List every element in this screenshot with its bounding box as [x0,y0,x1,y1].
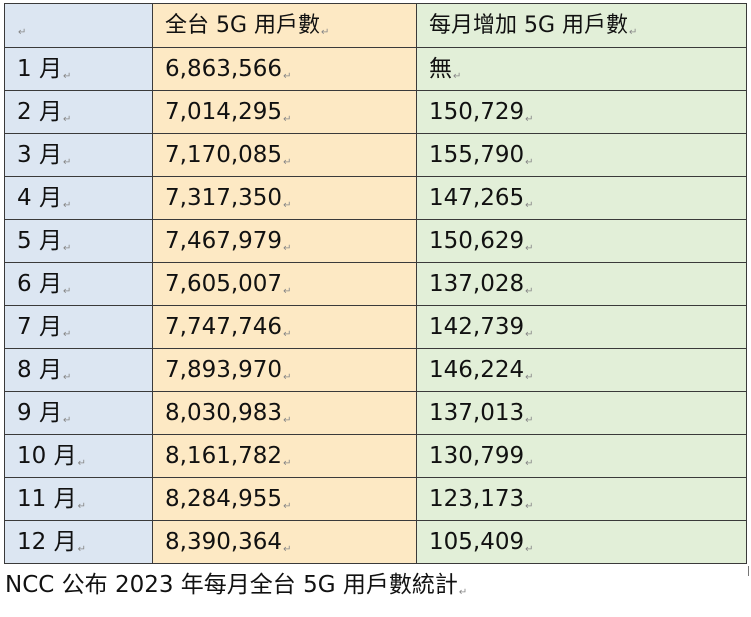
month-cell: 10 月↵ [4,434,153,478]
subscriber-table: ↵ 全台 5G 用戶數↵ 每月增加 5G 用戶數↵ 1 月↵ 6,863,566… [4,3,747,564]
table-row: 6 月↵ 7,605,007↵ 137,028↵ [4,262,747,306]
paragraph-mark-icon: ↵ [283,71,292,82]
increase-cell: 無↵ [416,47,747,91]
total-cell: 7,747,746↵ [152,305,417,349]
month-cell: 7 月↵ [4,305,153,349]
increase-cell: 123,173↵ [416,477,747,521]
paragraph-mark-icon: ↵ [525,329,534,340]
total-cell: 8,284,955↵ [152,477,417,521]
paragraph-mark-icon: ↵ [77,501,86,512]
paragraph-mark-icon: ↵ [18,26,27,38]
paragraph-mark-icon: ↵ [62,372,72,383]
total-cell: 7,014,295↵ [152,90,417,134]
month-cell: 6 月↵ [4,262,153,306]
table-row: 10 月↵ 8,161,782↵ 130,799↵ [4,434,747,478]
increase-cell: 146,224↵ [416,348,747,392]
total-cell: 7,605,007↵ [152,262,417,306]
paragraph-mark-icon: ↵ [283,329,292,340]
table-row: 3 月↵ 7,170,085↵ 155,790↵ [4,133,747,177]
paragraph-mark-icon: ↵ [62,415,72,426]
month-cell: 3 月↵ [4,133,153,177]
paragraph-mark-icon: ↵ [77,544,86,555]
paragraph-mark-icon: ↵ [77,458,86,469]
table-row: 8 月↵ 7,893,970↵ 146,224↵ [4,348,747,392]
increase-cell: 137,013↵ [416,391,747,435]
table-row: 4 月↵ 7,317,350↵ 147,265↵ [4,176,747,220]
table-body: ↵ 全台 5G 用戶數↵ 每月增加 5G 用戶數↵ 1 月↵ 6,863,566… [4,3,747,564]
total-cell: 8,390,364↵ [152,520,417,564]
total-cell: 7,317,350↵ [152,176,417,220]
total-cell: 7,467,979↵ [152,219,417,263]
increase-cell: 150,629↵ [416,219,747,263]
month-cell: 12 月↵ [4,520,153,564]
paragraph-mark-icon: ↵ [62,286,72,297]
paragraph-mark-icon: ↵ [62,329,72,340]
increase-cell: 150,729↵ [416,90,747,134]
paragraph-mark-icon: ↵ [525,458,534,469]
paragraph-mark-icon: ↵ [283,286,292,297]
table-row: 1 月↵ 6,863,566↵ 無↵ [4,47,747,91]
paragraph-mark-icon: ↵ [525,157,534,168]
increase-cell: 142,739↵ [416,305,747,349]
total-cell: 8,161,782↵ [152,434,417,478]
paragraph-mark-icon: ↵ [62,157,72,168]
paragraph-mark-icon: ↵ [283,157,292,168]
paragraph-mark-icon: ↵ [525,415,534,426]
paragraph-mark-icon: ↵ [525,501,534,512]
total-cell: 7,893,970↵ [152,348,417,392]
paragraph-mark-icon: ↵ [321,26,330,38]
paragraph-mark-icon: ↵ [62,114,72,125]
paragraph-mark-icon: ↵ [283,415,292,426]
paragraph-mark-icon: ↵ [283,544,292,555]
table-header-row: ↵ 全台 5G 用戶數↵ 每月增加 5G 用戶數↵ [4,3,747,48]
increase-cell: 137,028↵ [416,262,747,306]
increase-cell: 155,790↵ [416,133,747,177]
paragraph-mark-icon: ↵ [453,71,462,82]
month-cell: 2 月↵ [4,90,153,134]
paragraph-mark-icon: ↵ [283,501,292,512]
paragraph-mark-icon: ↵ [525,286,534,297]
table-caption: NCC 公布 2023 年每月全台 5G 用戶數統計↵ [5,572,468,598]
paragraph-mark-icon: ↵ [629,26,638,38]
table-row: 9 月↵ 8,030,983↵ 137,013↵ [4,391,747,435]
month-cell: 8 月↵ [4,348,153,392]
paragraph-mark-icon: ↵ [525,544,534,555]
paragraph-mark-icon: ↵ [283,200,292,211]
paragraph-mark-icon: ↵ [62,243,72,254]
increase-cell: 130,799↵ [416,434,747,478]
table-row: 2 月↵ 7,014,295↵ 150,729↵ [4,90,747,134]
month-cell: 4 月↵ [4,176,153,220]
month-cell: 5 月↵ [4,219,153,263]
header-cell-empty: ↵ [4,3,153,48]
paragraph-mark-icon: ↵ [62,200,72,211]
month-cell: 1 月↵ [4,47,153,91]
paragraph-mark-icon: ↵ [525,243,534,254]
month-cell: 11 月↵ [4,477,153,521]
paragraph-mark-icon: ↵ [283,243,292,254]
paragraph-mark-icon: ↵ [525,114,534,125]
paragraph-mark-icon: ↵ [525,372,534,383]
paragraph-mark-icon: ↵ [283,372,292,383]
paragraph-mark-icon: ↵ [525,200,534,211]
header-cell-total: 全台 5G 用戶數↵ [152,3,417,48]
increase-cell: 105,409↵ [416,520,747,564]
increase-cell: 147,265↵ [416,176,747,220]
paragraph-mark-icon: ↵ [283,114,292,125]
header-cell-increase: 每月增加 5G 用戶數↵ [416,3,747,48]
paragraph-mark-icon: ↵ [283,458,292,469]
table-row: 11 月↵ 8,284,955↵ 123,173↵ [4,477,747,521]
page-corner-mark [748,566,750,576]
table-row: 12 月↵ 8,390,364↵ 105,409↵ [4,520,747,564]
paragraph-mark-icon: ↵ [458,587,468,598]
table-row: 7 月↵ 7,747,746↵ 142,739↵ [4,305,747,349]
total-cell: 7,170,085↵ [152,133,417,177]
total-cell: 6,863,566↵ [152,47,417,91]
table-row: 5 月↵ 7,467,979↵ 150,629↵ [4,219,747,263]
total-cell: 8,030,983↵ [152,391,417,435]
month-cell: 9 月↵ [4,391,153,435]
paragraph-mark-icon: ↵ [62,71,72,82]
